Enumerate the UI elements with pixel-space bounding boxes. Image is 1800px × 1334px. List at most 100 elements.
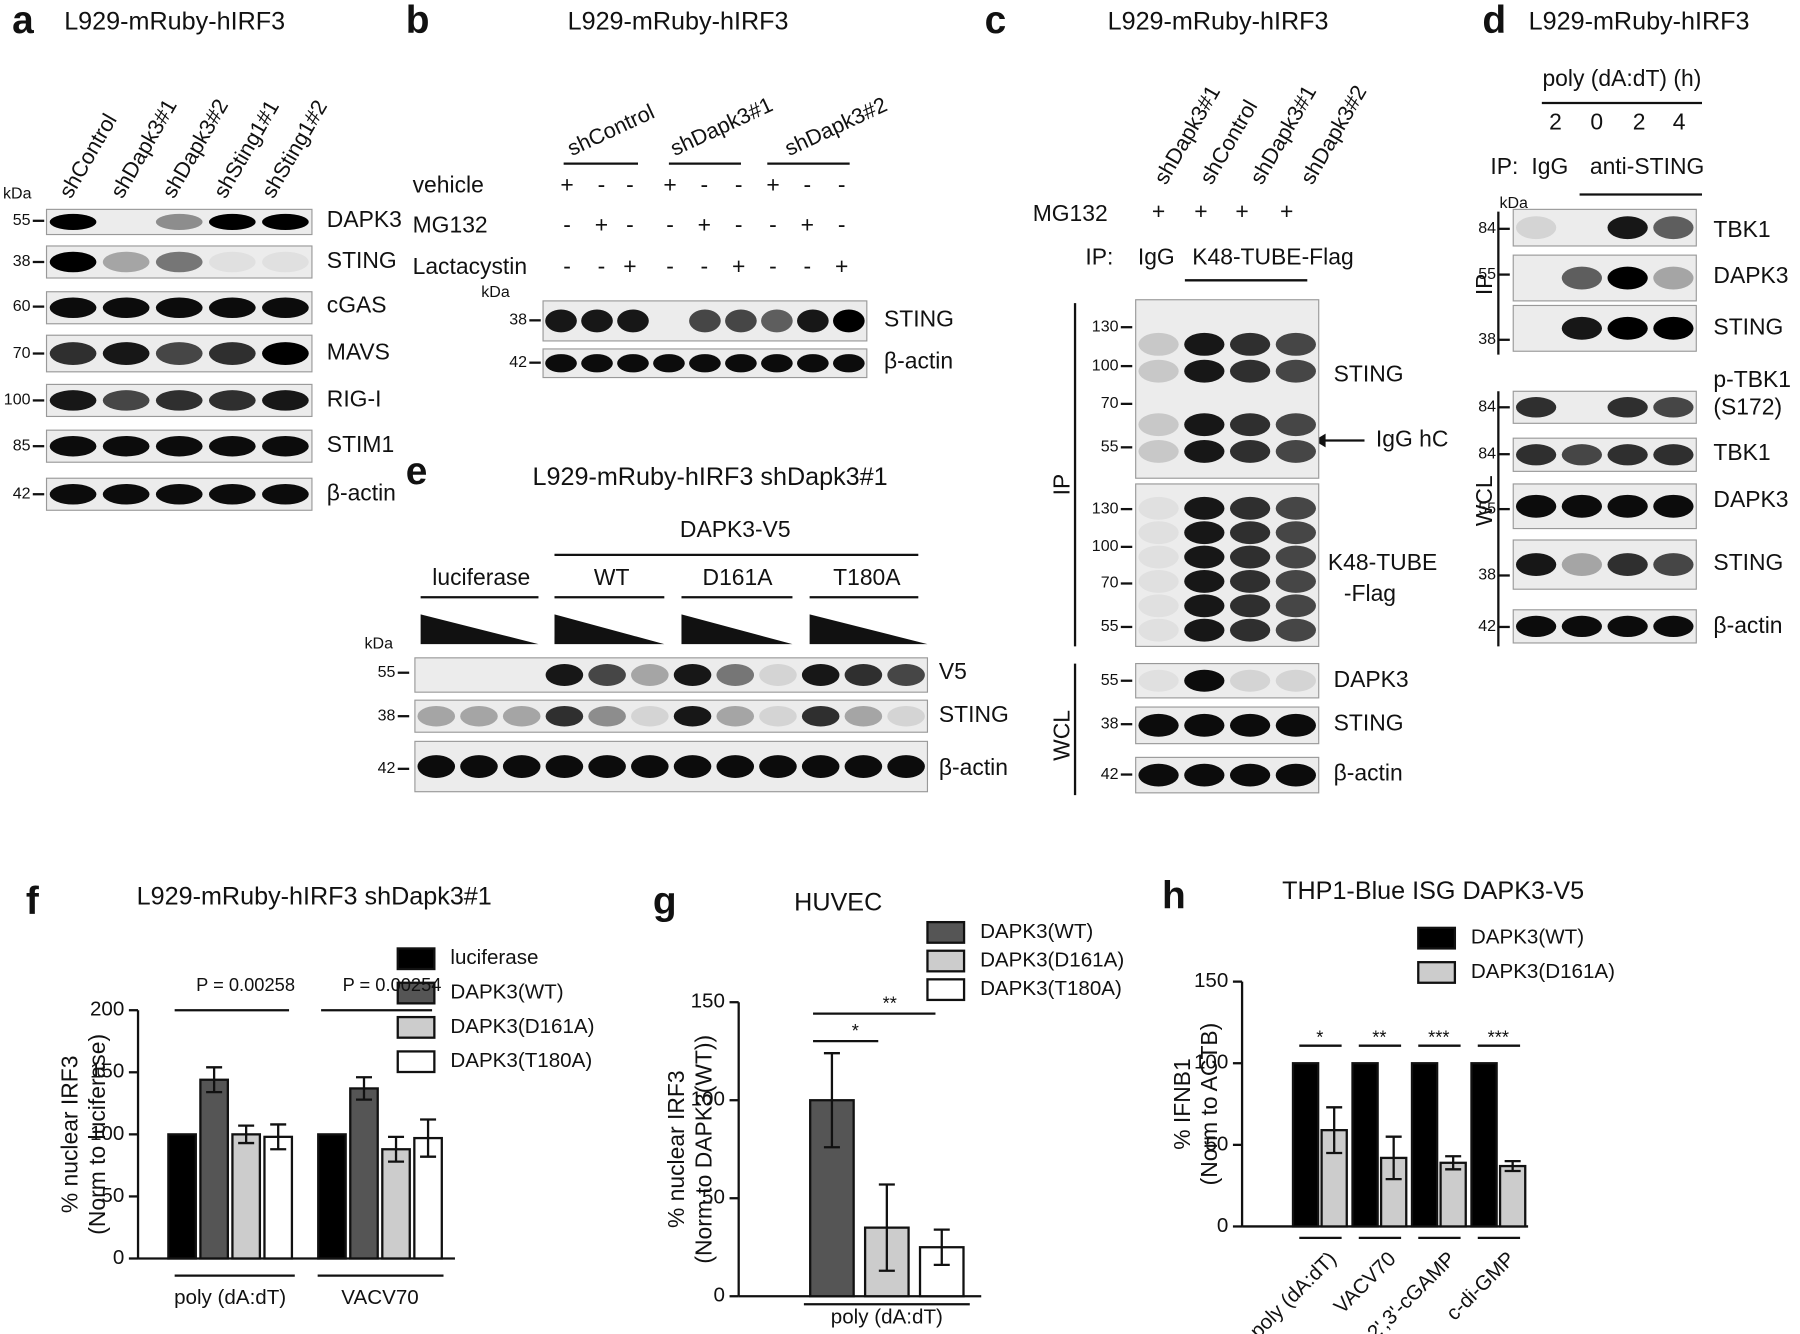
legend-swatch: [396, 981, 436, 1005]
band: [1184, 496, 1225, 520]
marker: 100: [1092, 538, 1119, 555]
band: [1275, 413, 1316, 437]
band: [1138, 669, 1179, 692]
band: [1561, 553, 1603, 577]
protein-label: V5: [939, 658, 967, 684]
band: [262, 251, 309, 273]
ip-group: IgG: [1531, 153, 1568, 179]
band: [502, 705, 541, 727]
section-label: WCL: [1049, 710, 1075, 761]
unit: kDa: [1499, 195, 1528, 212]
band: [155, 483, 203, 505]
band: [262, 342, 309, 365]
band: [155, 342, 203, 365]
protein-label: β-actin: [1713, 612, 1782, 638]
band: [155, 213, 203, 231]
band: [1561, 316, 1603, 340]
band: [1653, 216, 1694, 240]
blot: [414, 740, 929, 793]
legend-swatch: [396, 1015, 436, 1039]
x-tick-label: VACV70: [341, 1286, 418, 1309]
marker: 42: [1101, 766, 1119, 783]
marker: 38: [1101, 715, 1119, 732]
band: [759, 664, 797, 686]
legend-label: DAPK3(WT): [980, 920, 1093, 943]
marker: 38: [1478, 331, 1496, 348]
chart-title: HUVEC: [794, 888, 882, 916]
band: [1229, 496, 1271, 520]
y-tick-label: 0: [1217, 1214, 1228, 1237]
marker: 84: [1478, 445, 1496, 462]
band: [1138, 440, 1179, 463]
y-tick-label: 200: [90, 998, 124, 1021]
band: [1184, 359, 1225, 383]
band: [460, 755, 498, 778]
band: [208, 342, 256, 365]
protein-label: β-actin: [884, 348, 953, 374]
section-label: IP: [1471, 274, 1497, 296]
band: [725, 354, 757, 373]
band: [1229, 413, 1271, 437]
protein-label: DAPK3: [1713, 486, 1788, 512]
band: [1275, 713, 1316, 737]
sign: -: [666, 253, 674, 279]
band: [1138, 332, 1179, 356]
band: [102, 297, 150, 319]
y-tick-label: 100: [691, 1088, 725, 1111]
marker: 55: [378, 664, 396, 681]
protein-label: STING: [939, 701, 1009, 727]
band: [1561, 266, 1603, 290]
marker: 55: [13, 212, 31, 229]
band: [588, 755, 626, 778]
unit: kDa: [481, 284, 510, 301]
legend-swatch: [1417, 961, 1457, 984]
band: [1184, 713, 1225, 737]
blot: [414, 657, 929, 693]
band: [1275, 618, 1316, 642]
band: [1515, 615, 1557, 638]
sign: -: [598, 253, 606, 279]
band: [1229, 594, 1271, 618]
y-axis-label: % nuclear IRF3: [57, 1056, 83, 1214]
band: [49, 297, 97, 319]
bar: [1498, 1164, 1527, 1228]
band: [49, 251, 97, 273]
band: [1138, 763, 1179, 787]
protein-label: DAPK3: [1334, 666, 1409, 692]
band: [617, 309, 649, 333]
band: [588, 705, 626, 727]
group-label: shControl: [563, 99, 658, 161]
band: [887, 705, 925, 727]
band: [262, 213, 309, 231]
band: [1184, 618, 1225, 642]
sign: +: [1280, 198, 1293, 224]
band: [1138, 545, 1179, 569]
band: [887, 755, 925, 778]
band: [1275, 496, 1316, 520]
panel-letter: d: [1482, 0, 1506, 42]
marker: 55: [1478, 500, 1496, 517]
group-label: luciferase: [432, 564, 530, 590]
construct-label: DAPK3-V5: [680, 516, 791, 542]
band: [1515, 216, 1557, 240]
band: [417, 755, 456, 778]
band: [545, 755, 584, 778]
annotation: *: [852, 1020, 859, 1041]
band: [1275, 669, 1316, 692]
band: [1229, 713, 1271, 737]
band: [49, 342, 97, 365]
band: [1138, 713, 1179, 737]
protein-label: STING: [1334, 360, 1404, 386]
protein-label: cGAS: [327, 292, 387, 318]
band: [460, 705, 498, 727]
group-label: shDapk3#1: [666, 92, 776, 161]
bar: [381, 1148, 411, 1260]
sign: -: [666, 212, 674, 238]
protein-label: β-actin: [1334, 760, 1403, 786]
protein-label: β-actin: [939, 754, 1008, 780]
band: [716, 705, 755, 727]
band: [581, 354, 613, 373]
marker: 42: [1478, 618, 1496, 635]
marker: 38: [13, 253, 31, 270]
